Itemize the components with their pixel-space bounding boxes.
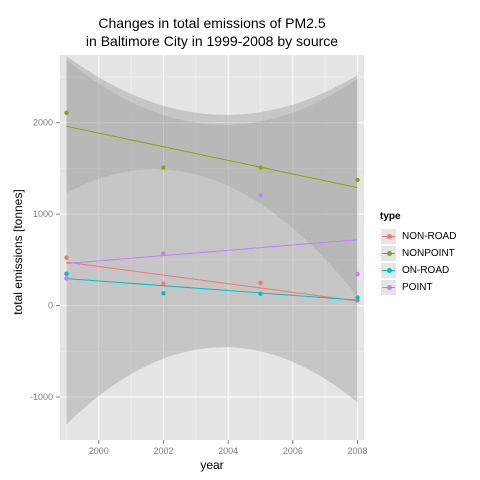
x-axis-label: year [200, 458, 224, 472]
x-tick-label: 2000 [89, 446, 109, 456]
y-tick-label: 1000 [33, 209, 53, 219]
data-point-point [355, 271, 360, 277]
data-point-on-road [258, 291, 263, 296]
confidence-band-inner [66, 59, 358, 297]
legend-item-nonpoint: NONPOINT [380, 245, 456, 262]
y-tick-label: 2000 [33, 118, 53, 128]
data-point-non-road [64, 255, 69, 260]
x-tick-label: 2008 [348, 446, 368, 456]
x-tick-label: 2006 [283, 446, 303, 456]
legend-label-nonpoint: NONPOINT [402, 248, 455, 259]
trend-line-non-road [66, 261, 358, 302]
legend-key-non-road [380, 228, 397, 245]
trend-line-on-road [66, 278, 358, 301]
legend-key-dot [387, 285, 392, 290]
data-point-nonpoint [64, 110, 69, 116]
confidence-band-outer [66, 55, 358, 425]
legend-label-on-road: ON-ROAD [402, 265, 450, 276]
legend-key-point [380, 279, 397, 296]
y-tick-label: 0 [48, 301, 53, 311]
legend-item-on-road: ON-ROAD [380, 262, 456, 279]
data-point-nonpoint [258, 165, 263, 170]
data-point-on-road [355, 295, 360, 300]
y-tick-label: -1000 [30, 392, 53, 402]
chart-title: Changes in total emissions of PM2.5 in B… [0, 14, 424, 50]
x-tick-label: 2004 [218, 446, 238, 456]
legend-key-dot [387, 251, 392, 256]
legend-key-nonpoint [380, 245, 397, 262]
data-point-point [161, 251, 166, 256]
data-point-on-road [64, 271, 69, 277]
trend-line-point [66, 239, 358, 265]
data-point-non-road [161, 281, 166, 286]
data-point-nonpoint [355, 177, 360, 183]
legend-label-non-road: NON-ROAD [402, 231, 457, 242]
legend-title: type [380, 211, 401, 222]
legend-key-on-road [380, 262, 397, 279]
data-point-point [64, 276, 69, 281]
legend-item-non-road: NON-ROAD [380, 228, 456, 245]
data-point-on-road [161, 291, 166, 296]
legend-item-point: POINT [380, 279, 456, 296]
y-axis-label: total emissions [tonnes] [11, 189, 25, 315]
legend-key-dot [387, 234, 392, 239]
legend: type NON-ROAD NONPOINT ON-ROAD POINT [380, 211, 456, 296]
chart-title-line-1: Changes in total emissions of PM2.5 [98, 15, 326, 31]
legend-key-dot [387, 268, 392, 273]
panel-background [60, 55, 364, 440]
legend-label-point: POINT [402, 282, 433, 293]
trend-line-nonpoint [66, 125, 358, 189]
x-tick-label: 2002 [153, 446, 173, 456]
data-point-point [258, 193, 263, 198]
data-point-non-road [258, 280, 263, 286]
chart-title-line-2: in Baltimore City in 1999-2008 by source [85, 33, 339, 49]
data-point-nonpoint [161, 165, 166, 170]
